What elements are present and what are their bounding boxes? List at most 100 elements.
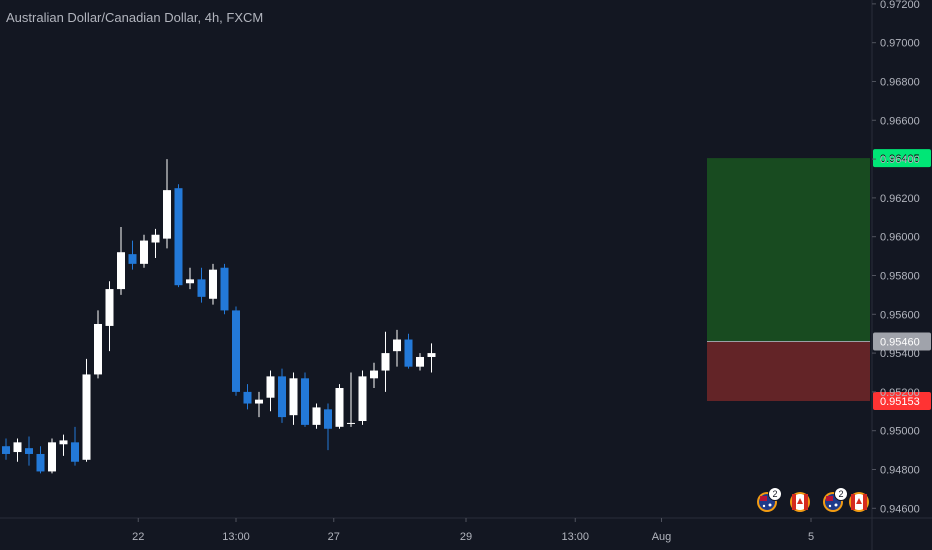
price-tick-label: 0.94600 [880, 503, 920, 515]
candle [427, 343, 436, 373]
price-tick-label: 0.94800 [880, 464, 920, 476]
candle [278, 368, 286, 423]
candle-body [427, 353, 436, 357]
candle [209, 263, 217, 305]
time-tick-label: 5 [808, 531, 814, 543]
candle-body [174, 188, 183, 286]
candle-body [278, 376, 286, 418]
candle [48, 438, 56, 474]
candle-body [335, 388, 344, 427]
candle-body [186, 279, 194, 284]
candle [243, 384, 252, 410]
candle [25, 436, 33, 466]
candle [163, 159, 171, 249]
svg-text:0.95460: 0.95460 [880, 336, 920, 348]
candle [174, 184, 183, 288]
candle-body [71, 442, 79, 462]
candle-body [289, 378, 298, 416]
candle [255, 391, 263, 418]
candle-body [82, 374, 91, 460]
candle [128, 240, 137, 270]
candle-body [48, 442, 56, 472]
candle [13, 438, 22, 462]
time-tick-label: 13:00 [561, 531, 589, 543]
candle [404, 333, 413, 369]
candle-body [404, 339, 413, 367]
candle [393, 329, 401, 367]
price-tick-label: 0.96800 [880, 76, 920, 88]
price-tick-label: 0.95200 [880, 387, 920, 399]
candle-body [36, 453, 45, 472]
svg-text:0.95153: 0.95153 [880, 396, 920, 408]
candle-body [358, 376, 367, 421]
event-count-badge: 2 [834, 487, 848, 501]
price-tick-label: 0.96200 [880, 193, 920, 205]
candle-body [151, 234, 160, 243]
candle [151, 228, 160, 259]
candle [36, 446, 45, 474]
price-tick-label: 0.96600 [880, 115, 920, 127]
canada-flag-icon[interactable] [790, 492, 810, 512]
candles [2, 159, 436, 474]
candle-body [370, 370, 378, 379]
candle-body [416, 356, 424, 367]
loss-zone[interactable] [707, 341, 870, 402]
candle-body [128, 254, 137, 264]
canada-flag-icon[interactable] [849, 492, 869, 512]
candle-body [25, 448, 33, 454]
price-tick-label: 0.95400 [880, 348, 920, 360]
price-tick-label: 0.96000 [880, 232, 920, 244]
svg-text:2: 2 [838, 489, 843, 499]
price-tick-label: 0.95000 [880, 426, 920, 438]
long-position-tool[interactable]: 0.96405 0.95460 0.95153 [707, 149, 931, 411]
candle [312, 403, 321, 429]
candle-body [94, 323, 102, 375]
candle [416, 353, 424, 371]
candle-body [13, 442, 22, 453]
price-tick-label: 0.95800 [880, 270, 920, 282]
candle [2, 438, 10, 460]
candle [197, 267, 206, 303]
svg-text:0.96405: 0.96405 [880, 153, 920, 165]
candle [358, 370, 367, 425]
time-tick-label: 29 [460, 531, 472, 543]
candle-body [301, 378, 309, 425]
candle [370, 362, 378, 389]
candle [347, 372, 355, 427]
candle-body [117, 252, 125, 290]
candle [324, 403, 332, 451]
candle-body [232, 310, 240, 392]
candle-body [324, 409, 332, 429]
profit-zone[interactable] [707, 158, 870, 342]
candle [140, 234, 148, 268]
price-tick-label: 0.95600 [880, 309, 920, 321]
australia-flag-icon[interactable]: 2 [823, 487, 848, 513]
candle [186, 267, 194, 290]
candle-body [197, 279, 206, 297]
chart-title: Australian Dollar/Canadian Dollar, 4h, F… [6, 10, 264, 25]
candle [266, 370, 275, 412]
price-tick-label: 0.96400 [880, 154, 920, 166]
price-tick-label: 0.97000 [880, 38, 920, 50]
candle-body [209, 269, 217, 299]
australia-flag-icon[interactable]: 2 [757, 487, 782, 513]
candle [335, 384, 344, 429]
candle [94, 310, 102, 379]
candle-body [266, 376, 275, 398]
candle-body [381, 353, 390, 371]
time-tick-label: 13:00 [222, 531, 250, 543]
candle-body [312, 407, 321, 425]
candle-body [59, 440, 68, 445]
candle-body [163, 190, 171, 239]
candle [59, 434, 68, 456]
candle-body [347, 422, 355, 424]
candle [105, 281, 114, 352]
time-tick-label: 27 [328, 531, 340, 543]
time-tick-label: 22 [132, 531, 144, 543]
entry-price-tag: 0.95460 [873, 332, 931, 351]
candle-body [105, 289, 114, 326]
